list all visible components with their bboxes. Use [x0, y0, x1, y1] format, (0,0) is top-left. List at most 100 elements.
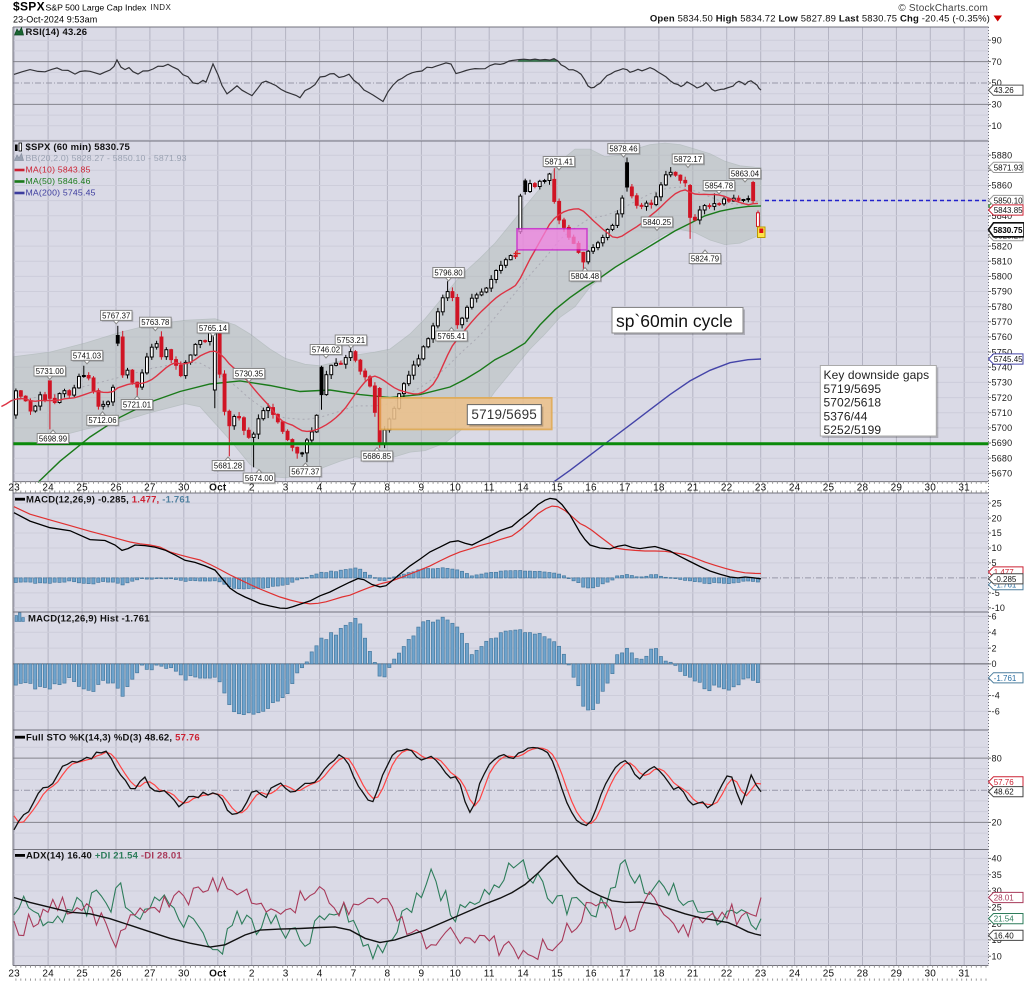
svg-text:11: 11: [484, 969, 495, 980]
svg-text:30: 30: [992, 886, 1002, 896]
svg-text:MA(50) 5846.46: MA(50) 5846.46: [26, 176, 91, 186]
svg-text:5: 5: [992, 558, 997, 568]
svg-text:5830.75: 5830.75: [993, 226, 1023, 235]
svg-text:18: 18: [653, 482, 665, 493]
svg-text:5765.14: 5765.14: [199, 324, 228, 333]
svg-text:29: 29: [891, 482, 903, 493]
svg-text:23-Oct-2024 9:53am: 23-Oct-2024 9:53am: [13, 15, 97, 25]
svg-text:5376/44: 5376/44: [824, 409, 868, 423]
svg-text:5854.78: 5854.78: [705, 181, 733, 190]
svg-text:23: 23: [755, 482, 767, 493]
svg-text:10: 10: [992, 951, 1002, 961]
svg-text:2: 2: [249, 482, 255, 493]
svg-text:-5: -5: [992, 588, 1000, 598]
svg-text:22: 22: [721, 969, 733, 980]
svg-text:7: 7: [351, 969, 357, 980]
svg-text:5843.85: 5843.85: [994, 206, 1023, 215]
svg-text:5700: 5700: [992, 423, 1013, 433]
svg-text:24: 24: [42, 969, 54, 980]
svg-text:5810: 5810: [992, 256, 1013, 266]
svg-text:40: 40: [992, 854, 1002, 864]
svg-text:16: 16: [585, 482, 597, 493]
svg-text:31: 31: [958, 482, 970, 493]
svg-text:5850.10: 5850.10: [994, 197, 1023, 206]
svg-text:5753.21: 5753.21: [337, 336, 365, 345]
svg-text:17: 17: [619, 482, 631, 493]
svg-text:Oct: Oct: [209, 482, 227, 493]
svg-text:5824.79: 5824.79: [691, 254, 719, 263]
svg-text:10: 10: [992, 543, 1002, 553]
svg-text:Key downside gaps: Key downside gaps: [824, 368, 930, 382]
svg-text:70: 70: [992, 57, 1002, 67]
svg-text:6: 6: [992, 612, 997, 622]
svg-text:15: 15: [551, 969, 563, 980]
svg-text:5690: 5690: [992, 438, 1013, 448]
svg-text:MACD(12,26,9) -0.285, 1.477, -: MACD(12,26,9) -0.285, 1.477, -1.761: [26, 495, 191, 506]
svg-text:30: 30: [925, 969, 937, 980]
svg-text:3: 3: [283, 482, 289, 493]
svg-text:5677.37: 5677.37: [291, 467, 319, 476]
svg-text:57.76: 57.76: [994, 778, 1015, 787]
svg-text:2: 2: [992, 643, 997, 653]
svg-text:28: 28: [857, 482, 869, 493]
svg-text:-4: -4: [992, 691, 1000, 701]
svg-text:48.62: 48.62: [994, 788, 1015, 797]
svg-text:Full STO %K(14,3) %D(3) 48.62,: Full STO %K(14,3) %D(3) 48.62, 57.76: [26, 733, 200, 744]
svg-text:10: 10: [992, 121, 1002, 131]
svg-text:16: 16: [585, 969, 597, 980]
svg-text:$SPX (60 min) 5830.75: $SPX (60 min) 5830.75: [26, 142, 131, 153]
svg-text:5763.78: 5763.78: [141, 318, 169, 327]
svg-text:9: 9: [419, 482, 425, 493]
svg-text:5740: 5740: [992, 363, 1013, 373]
svg-text:5750: 5750: [992, 347, 1013, 357]
svg-text:25: 25: [823, 482, 835, 493]
svg-text:-6: -6: [992, 707, 1000, 717]
svg-text:5878.46: 5878.46: [609, 145, 637, 154]
svg-text:5670: 5670: [992, 469, 1013, 479]
svg-text:MACD(12,26,9) Hist -1.761: MACD(12,26,9) Hist -1.761: [28, 613, 150, 624]
svg-text:43.26: 43.26: [994, 86, 1015, 95]
svg-text:35: 35: [992, 870, 1002, 880]
svg-text:15: 15: [992, 528, 1002, 538]
svg-text:26: 26: [110, 482, 122, 493]
svg-text:5871.93: 5871.93: [994, 163, 1023, 172]
svg-text:MA(10) 5843.85: MA(10) 5843.85: [26, 165, 91, 175]
svg-text:-1.761: -1.761: [994, 674, 1017, 683]
svg-text:Open 5834.50 High 5834.72 Low: Open 5834.50 High 5834.72 Low 5827.89 La…: [650, 14, 990, 25]
svg-text:23: 23: [8, 969, 20, 980]
svg-text:5820: 5820: [992, 241, 1013, 251]
svg-text:2: 2: [249, 969, 255, 980]
svg-text:5880: 5880: [992, 150, 1013, 160]
svg-text:1.477: 1.477: [994, 568, 1015, 577]
svg-text:5800: 5800: [992, 272, 1013, 282]
svg-text:5790: 5790: [992, 287, 1013, 297]
svg-text:5712.06: 5712.06: [88, 416, 116, 425]
svg-text:18: 18: [653, 969, 665, 980]
svg-text:5730.35: 5730.35: [235, 369, 264, 378]
svg-text:3: 3: [283, 969, 289, 980]
svg-text:5746.02: 5746.02: [312, 345, 340, 354]
svg-text:22: 22: [721, 482, 733, 493]
svg-text:8: 8: [385, 969, 391, 980]
svg-text:5765.41: 5765.41: [437, 332, 465, 341]
svg-text:5252/5199: 5252/5199: [824, 423, 882, 437]
svg-text:17: 17: [619, 969, 631, 980]
svg-text:30: 30: [178, 482, 190, 493]
svg-text:5872.17: 5872.17: [674, 155, 702, 164]
svg-text:23: 23: [8, 482, 20, 493]
svg-text:7: 7: [351, 482, 357, 493]
svg-text:16.40: 16.40: [994, 931, 1015, 940]
svg-text:20: 20: [992, 513, 1002, 523]
svg-text:27: 27: [144, 969, 156, 980]
svg-text:9: 9: [419, 969, 425, 980]
svg-text:S&P 500 Large Cap Index: S&P 500 Large Cap Index: [46, 3, 147, 13]
svg-text:© StockCharts.com: © StockCharts.com: [898, 3, 988, 14]
svg-text:25: 25: [992, 903, 1002, 913]
svg-text:5719/5695: 5719/5695: [824, 382, 882, 396]
svg-text:5871.41: 5871.41: [545, 157, 573, 166]
svg-text:20: 20: [992, 818, 1002, 828]
svg-text:21.54: 21.54: [994, 915, 1015, 924]
svg-text:21: 21: [687, 969, 699, 980]
svg-text:5804.48: 5804.48: [571, 272, 599, 281]
svg-text:24: 24: [789, 969, 801, 980]
